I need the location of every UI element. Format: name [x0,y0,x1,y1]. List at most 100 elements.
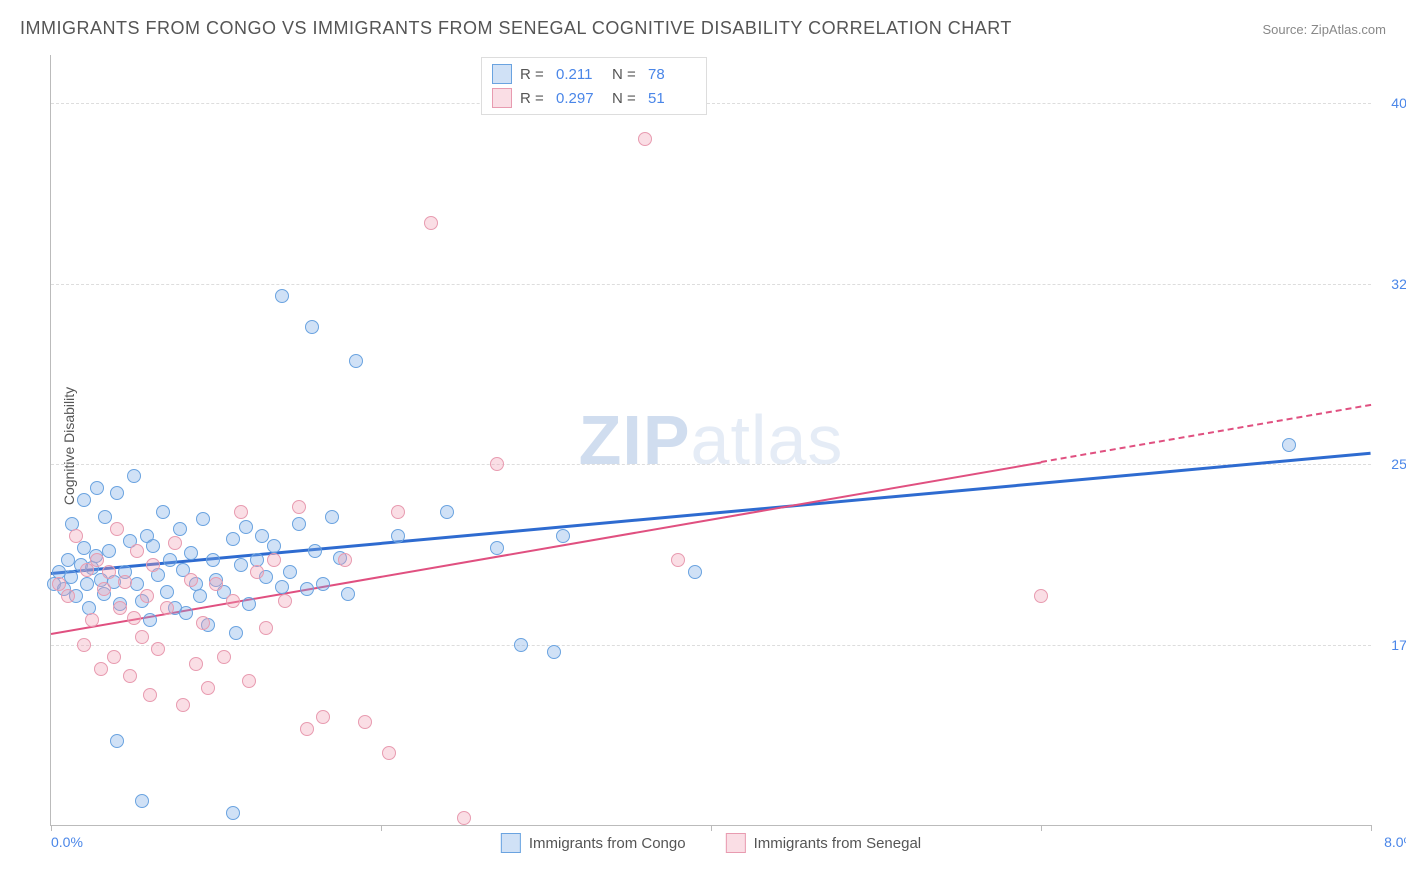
data-point-senegal [160,601,174,615]
data-point-congo [146,539,160,553]
x-tick-label: 8.0% [1384,834,1406,850]
legend-swatch-congo [501,833,521,853]
data-point-senegal [382,746,396,760]
data-point-senegal [118,575,132,589]
data-point-senegal [140,589,154,603]
legend-row-congo: R =0.211N =78 [492,64,696,84]
data-point-congo [349,354,363,368]
data-point-congo [292,517,306,531]
data-point-senegal [217,650,231,664]
legend-r-label: R = [520,90,548,107]
trend-line-senegal-dashed [1041,404,1371,463]
data-point-senegal [358,715,372,729]
data-point-senegal [123,669,137,683]
data-point-congo [239,520,253,534]
gridline [51,464,1371,465]
data-point-senegal [292,500,306,514]
legend-correlation: R =0.211N =78R =0.297N =51 [481,57,707,115]
data-point-congo [440,505,454,519]
data-point-senegal [189,657,203,671]
data-point-congo [490,541,504,555]
y-tick-label: 40.0% [1376,95,1406,111]
data-point-senegal [130,544,144,558]
legend-swatch-senegal [726,833,746,853]
legend-series: Immigrants from Congo Immigrants from Sen… [501,833,921,853]
data-point-congo [325,510,339,524]
gridline [51,645,1371,646]
data-point-congo [160,585,174,599]
data-point-senegal [234,505,248,519]
legend-item-senegal: Immigrants from Senegal [726,833,922,853]
data-point-congo [226,806,240,820]
data-point-congo [184,546,198,560]
legend-r-value: 0.297 [556,90,604,107]
data-point-senegal [127,611,141,625]
x-tick-mark [51,825,52,831]
y-tick-label: 17.5% [1376,637,1406,653]
data-point-congo [300,582,314,596]
data-point-congo [267,539,281,553]
data-point-senegal [61,589,75,603]
source-prefix: Source: [1262,22,1310,37]
x-tick-mark [1041,825,1042,831]
data-point-senegal [196,616,210,630]
data-point-congo [143,613,157,627]
data-point-congo [61,553,75,567]
data-point-congo [156,505,170,519]
data-point-congo [514,638,528,652]
chart-title: IMMIGRANTS FROM CONGO VS IMMIGRANTS FROM… [20,18,1012,39]
legend-n-label: N = [612,66,640,83]
data-point-senegal [146,558,160,572]
data-point-congo [77,493,91,507]
legend-n-value: 78 [648,66,696,83]
data-point-congo [547,645,561,659]
legend-row-senegal: R =0.297N =51 [492,88,696,108]
data-point-congo [127,469,141,483]
data-point-senegal [242,674,256,688]
trend-line-senegal [51,461,1041,634]
data-point-senegal [102,565,116,579]
data-point-senegal [338,553,352,567]
data-point-senegal [267,553,281,567]
data-point-senegal [168,536,182,550]
legend-r-value: 0.211 [556,66,604,83]
data-point-senegal [107,650,121,664]
data-point-senegal [638,132,652,146]
data-point-congo [305,320,319,334]
data-point-congo [163,553,177,567]
data-point-senegal [226,594,240,608]
data-point-senegal [90,553,104,567]
source-link[interactable]: ZipAtlas.com [1311,22,1386,37]
data-point-congo [556,529,570,543]
legend-swatch-senegal [492,88,512,108]
data-point-congo [110,486,124,500]
data-point-senegal [316,710,330,724]
data-point-congo [283,565,297,579]
data-point-senegal [184,573,198,587]
data-point-congo [226,532,240,546]
data-point-congo [308,544,322,558]
data-point-congo [196,512,210,526]
data-point-senegal [176,698,190,712]
legend-item-congo: Immigrants from Congo [501,833,686,853]
data-point-congo [206,553,220,567]
scatter-plot: ZIPatlas 17.5%25.0%32.5%40.0%0.0%8.0%R =… [50,55,1371,826]
x-tick-mark [1371,825,1372,831]
data-point-congo [80,577,94,591]
data-point-congo [98,510,112,524]
data-point-congo [391,529,405,543]
y-tick-label: 32.5% [1376,276,1406,292]
data-point-senegal [69,529,83,543]
y-tick-label: 25.0% [1376,456,1406,472]
legend-n-value: 51 [648,90,696,107]
data-point-senegal [1034,589,1048,603]
gridline [51,103,1371,104]
data-point-congo [229,626,243,640]
data-point-congo [135,794,149,808]
data-point-congo [316,577,330,591]
data-point-congo [179,606,193,620]
legend-label: Immigrants from Congo [529,835,686,852]
gridline [51,284,1371,285]
data-point-congo [102,544,116,558]
data-point-congo [173,522,187,536]
